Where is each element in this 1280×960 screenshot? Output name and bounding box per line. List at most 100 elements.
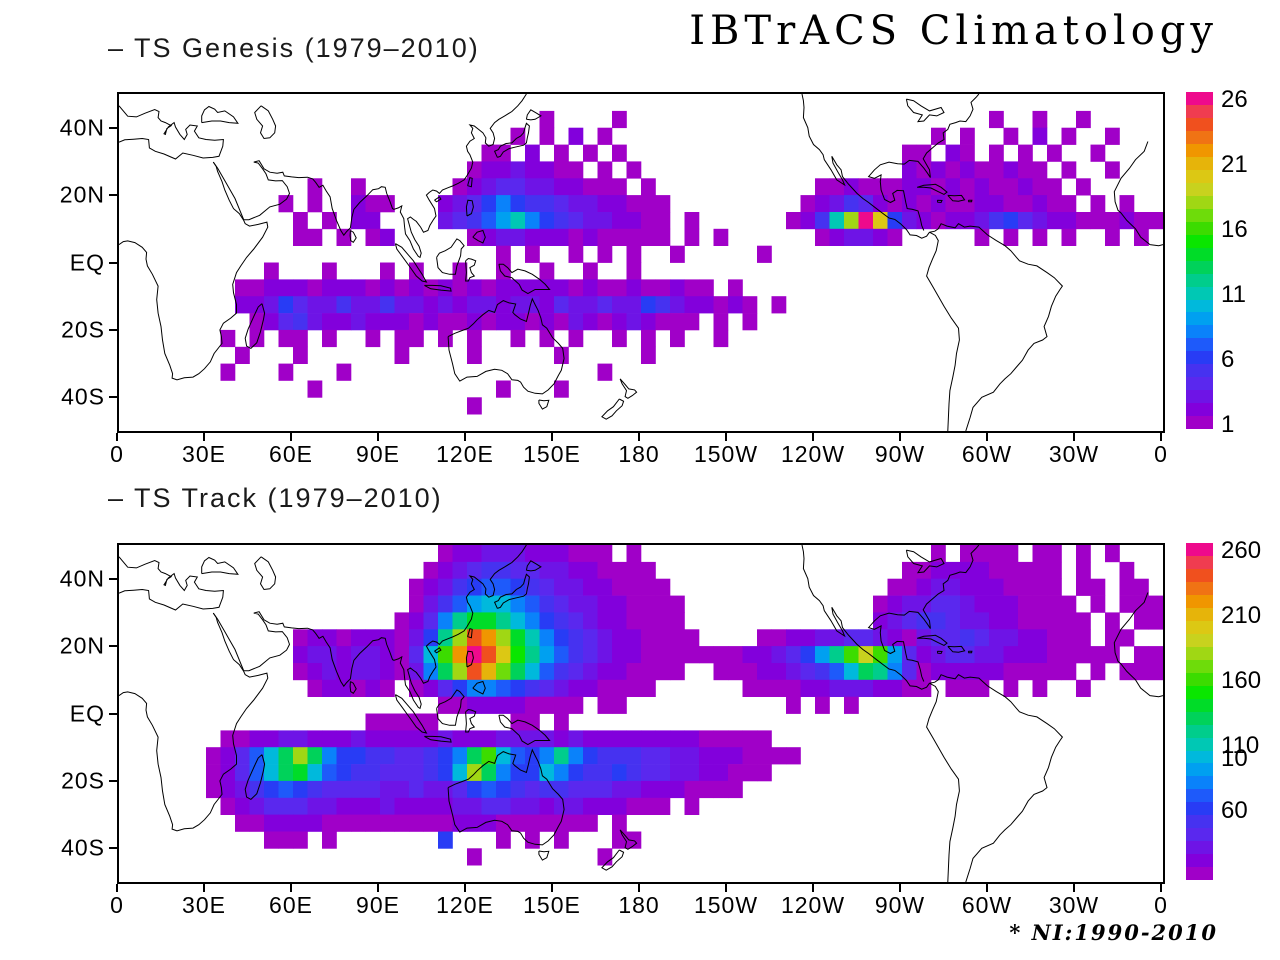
x-axis-tick — [638, 884, 640, 892]
colorbar-segment — [1186, 325, 1213, 339]
y-axis-label: 20N — [59, 632, 105, 659]
colorbar-label: 1 — [1221, 411, 1235, 438]
y-axis-label: 20S — [61, 316, 105, 343]
x-axis-label: 180 — [618, 441, 660, 467]
x-axis-tick — [725, 884, 727, 892]
colorbar-segment — [1186, 555, 1213, 569]
colorbar-segment — [1186, 312, 1213, 326]
colorbar-label: 11 — [1221, 281, 1246, 308]
x-axis-tick — [203, 433, 205, 441]
colorbar-segment — [1186, 260, 1213, 274]
colorbar-segment — [1186, 828, 1213, 842]
y-axis-label: EQ — [69, 700, 105, 727]
colorbar-label: 110 — [1221, 732, 1260, 759]
x-axis-tick — [116, 884, 118, 892]
colorbar-segment — [1186, 867, 1213, 881]
y-axis-label: 40N — [59, 565, 105, 592]
colorbar-segment — [1186, 620, 1213, 634]
colorbar-segment — [1186, 672, 1213, 686]
figure-title: IBTrACS Climatology — [689, 8, 1218, 54]
colorbar-segment — [1186, 92, 1213, 105]
x-axis-label: 30E — [182, 892, 226, 918]
x-axis-tick — [464, 884, 466, 892]
colorbar-segment — [1186, 364, 1213, 378]
x-axis-tick — [464, 433, 466, 441]
colorbar-label: 260 — [1221, 537, 1262, 564]
colorbar-segment — [1186, 143, 1213, 157]
x-axis-label: 150W — [693, 441, 759, 467]
x-axis-tick — [638, 433, 640, 441]
colorbar-label: 16 — [1221, 216, 1248, 243]
colorbar-label: 10 — [1221, 745, 1248, 772]
x-axis-tick — [551, 884, 553, 892]
x-axis-label: 30W — [1048, 892, 1100, 918]
colorbar-segment — [1186, 802, 1213, 816]
colorbar-segment — [1186, 195, 1213, 209]
x-axis-label: 90W — [874, 892, 926, 918]
x-axis-tick — [986, 884, 988, 892]
x-axis-label: 60W — [961, 441, 1013, 467]
x-axis-tick — [986, 433, 988, 441]
x-axis-tick — [203, 884, 205, 892]
y-axis-label: 40S — [61, 834, 105, 861]
colorbar-segment — [1186, 659, 1213, 673]
x-axis-label: 120E — [436, 441, 494, 467]
y-axis-tick — [109, 262, 117, 264]
colorbar-segment — [1186, 776, 1213, 790]
colorbar-segment — [1186, 273, 1213, 287]
colorbar-segment — [1186, 117, 1213, 131]
x-axis-tick — [812, 884, 814, 892]
y-axis-tick — [109, 645, 117, 647]
x-axis-label: 90W — [874, 441, 926, 467]
track-heatmap-svg — [119, 545, 1163, 882]
colorbar-segment — [1186, 351, 1213, 365]
colorbar-segment — [1186, 543, 1213, 556]
colorbar-segment — [1186, 156, 1213, 170]
x-axis-tick — [1073, 433, 1075, 441]
y-axis-tick — [109, 578, 117, 580]
colorbar-label: 210 — [1221, 602, 1262, 629]
y-axis-tick — [109, 713, 117, 715]
y-axis-label: EQ — [69, 249, 105, 276]
y-axis-tick — [109, 127, 117, 129]
colorbar-segment — [1186, 338, 1213, 352]
colorbar-segment — [1186, 763, 1213, 777]
colorbar-label: 21 — [1221, 151, 1248, 178]
x-axis-tick — [377, 884, 379, 892]
x-axis-label: 150E — [523, 441, 581, 467]
x-axis-label: 30W — [1048, 441, 1100, 467]
colorbar-segment — [1186, 711, 1213, 725]
x-axis-label: 120E — [436, 892, 494, 918]
x-axis-label: 60E — [269, 892, 313, 918]
y-axis-tick — [109, 847, 117, 849]
colorbar-segment — [1186, 737, 1213, 751]
colorbar-segment — [1186, 854, 1213, 868]
x-axis-tick — [290, 433, 292, 441]
x-axis-label: 0 — [1154, 441, 1168, 467]
colorbar-segment — [1186, 815, 1213, 829]
y-axis-label: 40S — [61, 383, 105, 410]
footnote-north-indian-period: * NI:1990-2010 — [1009, 920, 1218, 945]
x-axis-tick — [377, 433, 379, 441]
colorbar-label: 160 — [1221, 667, 1262, 694]
x-axis-tick — [551, 433, 553, 441]
panel-title-genesis: – TS Genesis (1979–2010) — [108, 33, 480, 63]
x-axis-label: 90E — [356, 441, 400, 467]
genesis-map — [117, 92, 1165, 433]
colorbar-segment — [1186, 646, 1213, 660]
y-axis-tick — [109, 194, 117, 196]
colorbar-segment — [1186, 390, 1213, 404]
track-colorbar — [1186, 543, 1213, 881]
colorbar-label: 26 — [1221, 86, 1248, 113]
x-axis-tick — [290, 884, 292, 892]
x-axis-label: 30E — [182, 441, 226, 467]
x-axis-label: 150E — [523, 892, 581, 918]
x-axis-tick — [812, 433, 814, 441]
x-axis-tick — [725, 433, 727, 441]
x-axis-tick — [1160, 884, 1162, 892]
y-axis-tick — [109, 329, 117, 331]
x-axis-label: 60W — [961, 892, 1013, 918]
x-axis-label: 0 — [110, 441, 124, 467]
genesis-heatmap-svg — [119, 94, 1163, 431]
